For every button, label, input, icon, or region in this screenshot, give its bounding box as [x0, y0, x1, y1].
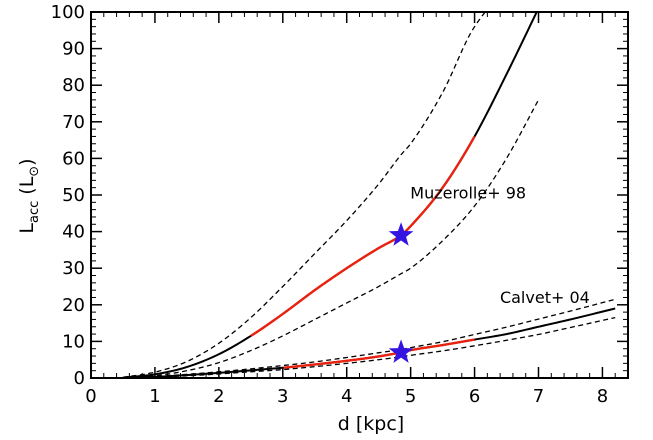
- x-tick-label: 1: [149, 386, 160, 407]
- plot-frame: [90, 11, 629, 379]
- series-upper-dashed-line: [122, 298, 616, 378]
- series-main-line: [122, 307, 616, 378]
- x-tick-label: 6: [469, 386, 480, 407]
- chart-curves: [122, 12, 616, 378]
- series-lower-dashed-line: [122, 316, 616, 378]
- svg-text:Lacc (L⊙): Lacc (L⊙): [16, 158, 42, 233]
- curve-annotation: Muzerolle+ 98: [410, 184, 526, 203]
- y-tick-label: 70: [62, 112, 85, 133]
- x-tick-label: 7: [533, 386, 544, 407]
- y-tick-label: 0: [74, 368, 85, 389]
- chart-markers: [388, 222, 414, 363]
- series-lower-dashed-line: [122, 99, 540, 378]
- x-tick-label: 8: [597, 386, 608, 407]
- x-tick-label: 0: [85, 386, 96, 407]
- series-highlight-segment: [250, 135, 476, 337]
- y-tick-label: 100: [51, 2, 85, 23]
- y-label-sub: acc: [27, 201, 42, 223]
- series-upper-dashed-line: [122, 12, 487, 378]
- star-marker: [388, 339, 414, 363]
- y-tick-label: 90: [62, 39, 85, 60]
- y-tick-label: 80: [62, 75, 85, 96]
- y-tick-label: 50: [62, 185, 85, 206]
- y-tick-label: 30: [62, 258, 85, 279]
- chart-annotations: Muzerolle+ 98 Calvet+ 04: [410, 184, 590, 307]
- y-tick-label: 60: [62, 148, 85, 169]
- star-marker: [388, 222, 414, 246]
- y-label-unit-close: ): [16, 158, 38, 165]
- x-tick-labels: 0 1 2 3 4 5 6 7 8: [85, 386, 608, 407]
- y-label-unit-sub: ⊙: [27, 166, 42, 177]
- y-tick-label: 20: [62, 295, 85, 316]
- series-highlight-segment: [282, 338, 475, 369]
- y-axis-label: Lacc (L⊙): [16, 158, 42, 233]
- y-tick-label: 40: [62, 222, 85, 243]
- y-label-unit-main: (L: [16, 176, 38, 194]
- y-label-main: L: [16, 223, 38, 234]
- x-tick-label: 4: [341, 386, 352, 407]
- x-tick-label: 2: [213, 386, 224, 407]
- x-tick-label: 3: [277, 386, 288, 407]
- x-axis-label: d [kpc]: [338, 413, 404, 435]
- curve-body: [122, 12, 616, 378]
- y-tick-label: 10: [62, 331, 85, 352]
- curve-annotation: Calvet+ 04: [500, 288, 590, 307]
- x-tick-label: 5: [405, 386, 416, 407]
- y-tick-labels: 0 10 20 30 40 50 60 70 80 90 100: [51, 2, 85, 389]
- axis-ticks: [90, 11, 629, 379]
